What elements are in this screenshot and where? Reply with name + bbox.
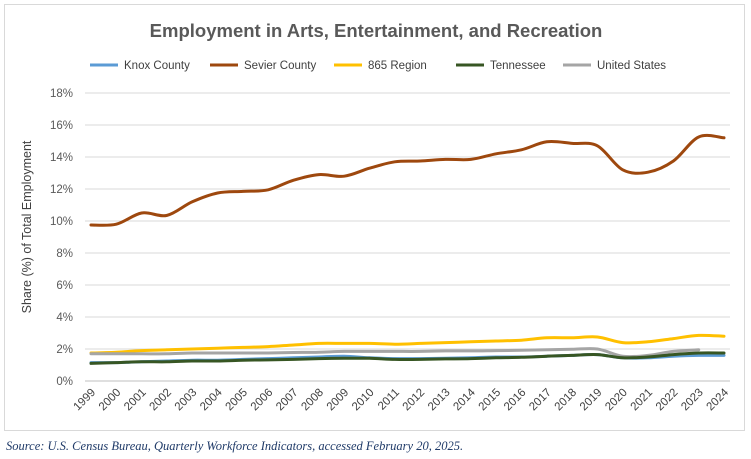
legend-label: Tennessee <box>490 60 546 72</box>
y-tick-label: 4% <box>56 312 73 324</box>
y-tick-label: 18% <box>50 88 73 100</box>
x-tick-label: 2011 <box>376 387 402 413</box>
series-line-sevier-county <box>89 133 726 227</box>
legend-label: Sevier County <box>244 60 316 72</box>
x-tick-label: 2007 <box>274 387 301 414</box>
chart-frame: Employment in Arts, Entertainment, and R… <box>4 4 745 431</box>
y-tick-label: 8% <box>56 248 73 260</box>
x-axis-ticks: 1999200020012002200320042005200620072008… <box>72 386 732 413</box>
y-tick-label: 14% <box>50 152 73 164</box>
x-tick-label: 2019 <box>578 387 605 414</box>
x-tick-label: 2000 <box>97 387 124 414</box>
legend-item: Sevier County <box>210 60 316 72</box>
x-tick-label: 2024 <box>705 386 732 413</box>
x-tick-label: 2014 <box>451 386 478 413</box>
line-chart: Employment in Arts, Entertainment, and R… <box>20 20 732 413</box>
legend: Knox County Sevier County 865 Region Tennes… <box>90 60 666 72</box>
x-tick-label: 2009 <box>325 387 352 414</box>
y-tick-label: 16% <box>50 120 73 132</box>
series-line-tennessee <box>89 351 726 365</box>
legend-label: 865 Region <box>368 60 427 72</box>
x-tick-label: 2018 <box>553 387 580 414</box>
x-tick-label: 2017 <box>527 387 554 414</box>
x-tick-label: 2006 <box>249 387 276 414</box>
chart-title: Employment in Arts, Entertainment, and R… <box>150 20 603 41</box>
gridlines <box>85 92 730 382</box>
legend-item: United States <box>563 60 666 72</box>
x-tick-label: 2023 <box>679 387 706 414</box>
x-tick-label: 1999 <box>72 387 99 414</box>
x-tick-label: 2010 <box>350 387 377 414</box>
series-lines <box>89 133 726 365</box>
legend-label: United States <box>597 60 666 72</box>
x-tick-label: 2012 <box>401 387 428 414</box>
x-tick-label: 2020 <box>603 387 630 414</box>
series-line-united-states <box>89 347 701 359</box>
x-tick-label: 2015 <box>477 387 504 414</box>
source-note: Source: U.S. Census Bureau, Quarterly Wo… <box>6 439 464 453</box>
legend-label: Knox County <box>124 60 190 72</box>
series-line-865-region <box>89 333 726 355</box>
x-tick-label: 2013 <box>426 387 453 414</box>
y-tick-label: 12% <box>50 184 73 196</box>
x-tick-label: 2004 <box>198 386 225 413</box>
y-axis-ticks: 0% 2% 4% 6% 8% 10% 12% 14% 16% 18% <box>50 88 73 388</box>
x-tick-label: 2001 <box>122 387 149 414</box>
legend-item: 865 Region <box>334 60 427 72</box>
x-tick-label: 2005 <box>223 387 250 414</box>
y-tick-label: 0% <box>56 376 73 388</box>
y-axis-label: Share (%) of Total Employment <box>20 140 34 313</box>
y-tick-label: 10% <box>50 216 73 228</box>
x-tick-label: 2008 <box>299 387 326 414</box>
x-tick-label: 2022 <box>654 387 681 414</box>
y-tick-label: 2% <box>56 344 73 356</box>
x-tick-label: 2021 <box>629 387 656 414</box>
legend-item: Knox County <box>90 60 190 72</box>
x-tick-label: 2003 <box>173 387 200 414</box>
y-tick-label: 6% <box>56 280 73 292</box>
x-tick-label: 2002 <box>147 387 174 414</box>
legend-item: Tennessee <box>456 60 546 72</box>
x-tick-label: 2016 <box>502 387 529 414</box>
